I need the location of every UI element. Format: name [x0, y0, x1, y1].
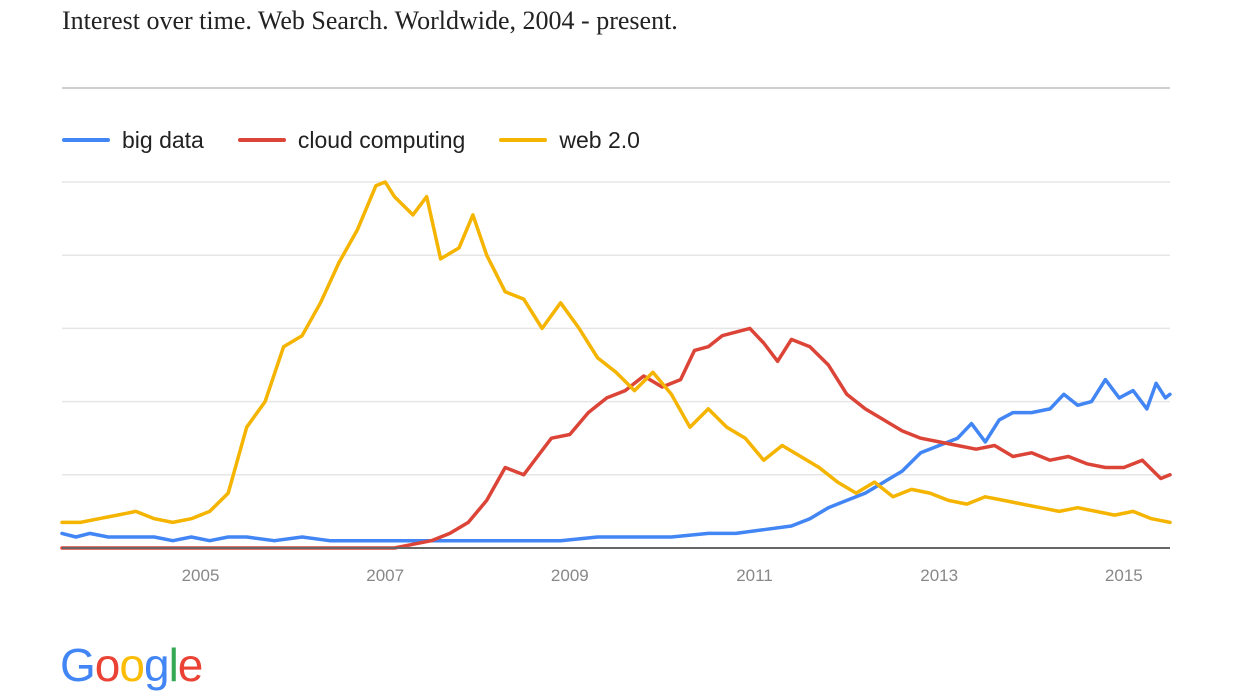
legend-label: cloud computing — [297, 126, 466, 153]
x-tick-label: 2007 — [366, 566, 404, 585]
legend-item[interactable]: big data — [62, 127, 204, 154]
x-tick-label: 2013 — [920, 566, 958, 585]
x-tick-label: 2015 — [1105, 566, 1143, 585]
trend-line-chart: 2005 2007 2009 2011 2013 2015 — [60, 180, 1172, 585]
series-line-big-data — [60, 377, 1172, 543]
legend-swatch — [499, 138, 548, 142]
x-tick-label: 2009 — [551, 566, 589, 585]
legend-item[interactable]: cloud computing — [237, 126, 466, 154]
logo-letter: G — [60, 639, 96, 691]
legend-label: big data — [122, 126, 204, 153]
logo-letter: l — [168, 639, 179, 691]
legend-label: web 2.0 — [559, 126, 640, 153]
chart-legend: big data cloud computing web 2.0 — [62, 124, 674, 156]
logo-letter: o — [119, 639, 145, 691]
series-line-cloud-computing — [60, 326, 1172, 550]
header-divider — [62, 87, 1170, 89]
legend-swatch — [237, 138, 286, 142]
page-title: Interest over time. Web Search. Worldwid… — [62, 6, 678, 35]
google-logo: Google — [60, 638, 204, 692]
logo-letter: e — [177, 639, 204, 691]
logo-letter: o — [94, 639, 121, 691]
series-line-web-2-0 — [60, 180, 1172, 525]
x-tick-label: 2005 — [182, 566, 220, 585]
logo-letter: g — [143, 639, 170, 691]
legend-item[interactable]: web 2.0 — [499, 127, 640, 154]
x-tick-label: 2011 — [736, 566, 773, 585]
legend-swatch — [62, 138, 110, 142]
